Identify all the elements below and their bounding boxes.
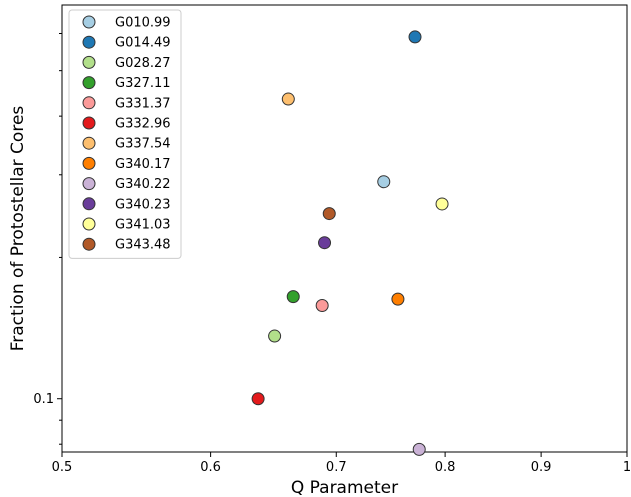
x-tick-label: 1 [623, 460, 631, 475]
legend-label: G340.17 [115, 157, 171, 172]
legend-marker [82, 197, 96, 211]
data-point-g327-11 [286, 290, 300, 304]
data-point-g331-37 [315, 298, 329, 312]
data-point-g028-27 [268, 329, 282, 343]
legend-marker [82, 15, 96, 29]
legend-label: G341.03 [115, 218, 171, 233]
legend-box [68, 9, 182, 259]
x-axis: 0.5 0.6 0.7 0.8 0.9 1 [52, 452, 631, 475]
data-point-g014-49 [408, 30, 422, 44]
legend-label: G028.27 [115, 56, 171, 71]
data-point-g341-03 [435, 197, 449, 211]
x-tick-label: 0.5 [52, 460, 73, 475]
legend-marker [82, 177, 96, 191]
x-tick-label: 0.9 [531, 460, 552, 475]
legend-marker [82, 76, 96, 90]
data-point-g332-96 [251, 392, 265, 406]
legend-label: G327.11 [115, 76, 171, 91]
legend-label: G331.37 [115, 96, 171, 111]
legend-marker [82, 55, 96, 69]
data-points [251, 30, 449, 456]
legend-label: G010.99 [115, 16, 171, 31]
legend-marker [82, 96, 96, 110]
data-point-g340-17 [391, 292, 405, 306]
legend-marker [82, 156, 96, 170]
legend-marker [82, 35, 96, 49]
data-point-g340-22 [412, 442, 426, 456]
legend-label: G014.49 [115, 36, 171, 51]
data-point-g010-99 [377, 175, 391, 189]
legend-label: G337.54 [115, 137, 171, 152]
data-point-g343-48 [322, 207, 336, 221]
data-point-g337-54 [281, 92, 295, 106]
legend-label: G343.48 [115, 238, 171, 253]
legend-label: G340.22 [115, 177, 171, 192]
legend-marker [82, 116, 96, 130]
legend-marker [82, 136, 96, 150]
legend-label: G332.96 [115, 117, 171, 132]
y-tick-label: 0.1 [33, 392, 54, 407]
legend-label: G340.23 [115, 197, 171, 212]
data-point-g340-23 [318, 236, 332, 250]
y-axis-label: Fraction of Protostellar Cores [8, 106, 28, 352]
x-axis-label: Q Parameter [291, 478, 398, 497]
x-tick-label: 0.8 [435, 460, 456, 475]
legend-marker [82, 237, 96, 251]
legend-marker [82, 217, 96, 231]
x-tick-label: 0.7 [326, 460, 347, 475]
x-tick-label: 0.6 [200, 460, 221, 475]
y-axis: 0.1 [33, 32, 62, 445]
legend: G010.99 G014.49 G028.27 G327.11 G331.37 G332.… [68, 9, 182, 259]
